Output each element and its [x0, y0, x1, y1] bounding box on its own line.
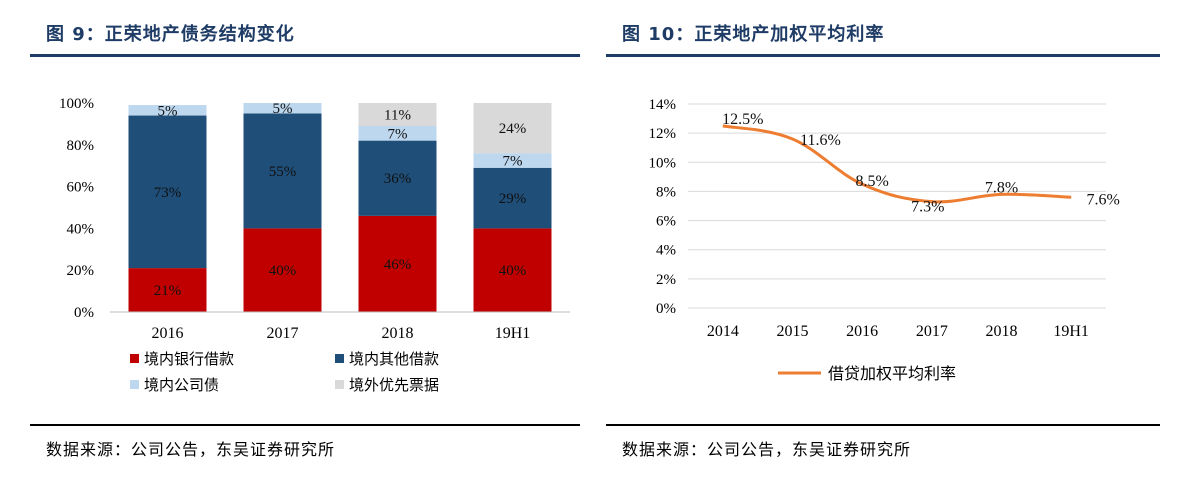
bar-data-label: 21% — [154, 283, 182, 299]
bar-segment — [128, 268, 207, 312]
left-figure-title: 图 9：正荣地产债务结构变化 — [46, 24, 295, 45]
left-figure-panel: 图 9：正荣地产债务结构变化 0% 20% 40% 60% 80% 100% 21% 73% 5… — [30, 0, 580, 497]
left-bottom-rule — [30, 424, 580, 426]
y-tick-label: 80% — [67, 138, 95, 154]
line-data-label: 12.5% — [722, 111, 763, 128]
bar-segment — [128, 115, 207, 269]
bar-data-label: 40% — [269, 263, 297, 279]
left-source-note: 数据来源：公司公告，东吴证券研究所 — [46, 440, 336, 459]
y-tick-label: 12% — [649, 126, 677, 142]
legend-label: 借贷加权平均利率 — [828, 364, 956, 383]
right-title-rule — [606, 54, 1160, 57]
line-data-label: 7.3% — [911, 199, 944, 216]
bar-data-label: 5% — [158, 103, 178, 119]
legend-swatch — [130, 380, 139, 389]
bar-data-label: 7% — [388, 126, 408, 142]
stacked-bar-chart: 0% 20% 40% 60% 80% 100% 21% 73% 5% 2016 40% 55% 5% 20… — [59, 96, 570, 394]
bar-data-label: 46% — [384, 257, 412, 273]
bar-segment — [358, 140, 437, 216]
x-tick-label: 2018 — [986, 323, 1018, 340]
y-tick-label: 0% — [656, 301, 676, 317]
right-figure-panel: 图 10：正荣地产加权平均利率 0% 2% 4% 6% 8% 10% 12% 14% 2014 2… — [606, 0, 1160, 497]
right-source-note: 数据来源：公司公告，东吴证券研究所 — [622, 440, 912, 459]
y-tick-label: 60% — [67, 180, 95, 196]
bar-data-label: 36% — [384, 171, 412, 187]
line-data-label: 7.6% — [1087, 191, 1120, 208]
bar-segment — [243, 228, 322, 312]
bar-segment — [243, 103, 322, 114]
y-tick-label: 100% — [59, 96, 94, 112]
legend-label: 境内其他借款 — [349, 350, 439, 368]
bar-segment — [243, 113, 322, 229]
y-tick-label: 40% — [67, 221, 95, 237]
x-tick-label: 2018 — [382, 325, 414, 342]
legend-label: 境内银行借款 — [144, 350, 234, 368]
bar-segment — [473, 153, 552, 168]
bar-data-label: 7% — [503, 153, 523, 169]
y-tick-label: 14% — [649, 97, 677, 113]
right-bottom-rule — [606, 424, 1160, 426]
bar-segment — [473, 103, 552, 154]
bar-data-label: 24% — [499, 121, 527, 137]
legend-label: 境外优先票据 — [349, 376, 439, 394]
bar-data-label: 55% — [269, 164, 297, 180]
y-tick-label: 0% — [74, 305, 94, 321]
legend-swatch — [130, 354, 139, 363]
y-tick-label: 4% — [656, 243, 676, 259]
series-line — [722, 124, 1072, 204]
left-title-rule — [30, 54, 580, 57]
x-tick-label: 2014 — [707, 323, 739, 340]
line-data-label: 7.8% — [985, 179, 1018, 196]
bar-segment — [473, 228, 552, 312]
x-tick-label: 2015 — [777, 323, 809, 340]
x-tick-label: 19H1 — [495, 325, 531, 342]
y-tick-label: 2% — [656, 272, 676, 288]
bar-segment — [473, 167, 552, 229]
bar-segment — [358, 103, 437, 126]
line-data-label: 8.5% — [856, 173, 889, 190]
bar-segment — [358, 215, 437, 312]
x-tick-label: 2017 — [916, 323, 948, 340]
bar-segment — [358, 125, 437, 141]
legend-label: 境内公司债 — [144, 376, 219, 394]
legend-swatch — [335, 380, 344, 389]
bar-segment — [128, 105, 207, 116]
bar-data-label: 29% — [499, 191, 527, 207]
bar-data-label: 11% — [384, 107, 411, 123]
legend-swatch — [335, 354, 344, 363]
right-figure-title: 图 10：正荣地产加权平均利率 — [622, 24, 885, 45]
y-tick-label: 8% — [656, 184, 676, 200]
line-chart: 0% 2% 4% 6% 8% 10% 12% 14% 2014 2015 2016 2017 2018 1… — [649, 97, 1120, 383]
y-tick-label: 10% — [649, 155, 677, 171]
x-tick-label: 2017 — [267, 325, 299, 342]
x-tick-label: 2016 — [152, 325, 184, 342]
x-tick-label: 2016 — [846, 323, 878, 340]
line-data-label: 11.6% — [800, 132, 841, 149]
bar-data-label: 5% — [273, 101, 293, 117]
x-tick-label: 19H1 — [1053, 323, 1089, 340]
bar-data-label: 73% — [154, 185, 182, 201]
y-tick-label: 6% — [656, 214, 676, 230]
y-tick-label: 20% — [67, 263, 95, 279]
bar-data-label: 40% — [499, 263, 527, 279]
